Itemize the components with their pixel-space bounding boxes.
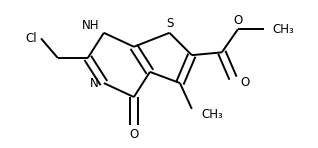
Text: NH: NH: [82, 19, 100, 32]
Text: CH₃: CH₃: [272, 23, 294, 36]
Text: N: N: [89, 77, 98, 90]
Text: O: O: [129, 128, 139, 141]
Text: CH₃: CH₃: [202, 108, 223, 121]
Text: Cl: Cl: [25, 32, 37, 45]
Text: O: O: [240, 76, 249, 89]
Text: O: O: [233, 15, 243, 27]
Text: S: S: [166, 17, 173, 30]
